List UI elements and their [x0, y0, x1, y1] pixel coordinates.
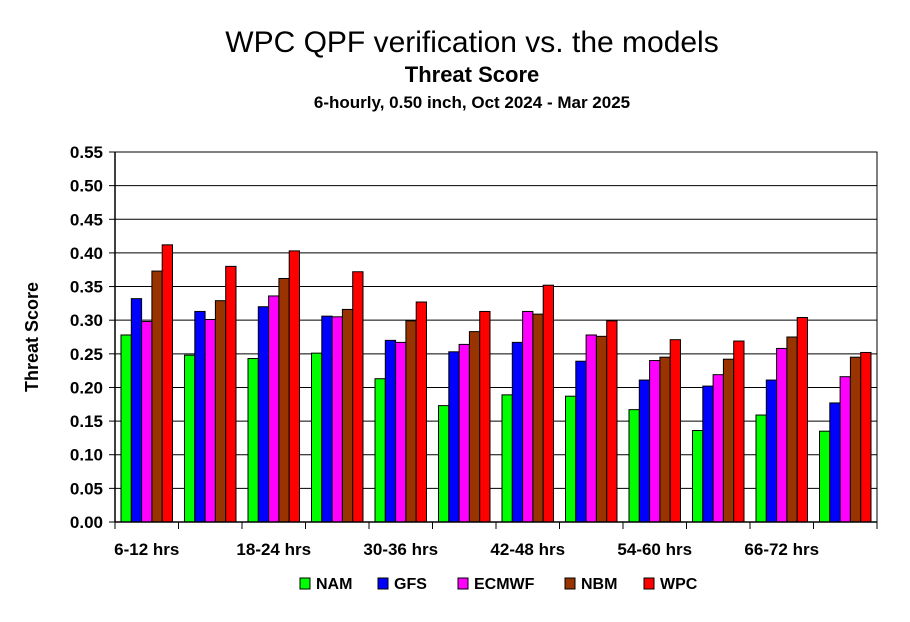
- bar-wpc: [415, 301, 428, 523]
- y-tick-label: 0.15: [70, 412, 103, 431]
- bar-gfs: [511, 341, 524, 523]
- bar-gfs: [638, 379, 651, 523]
- legend-swatch-gfs: [377, 577, 389, 590]
- bar-ecmwf: [585, 334, 597, 523]
- legend-swatch-ecmwf: [457, 577, 469, 590]
- y-tick-label: 0.35: [70, 278, 103, 297]
- x-tick-label: 54-60 hrs: [617, 540, 692, 559]
- bar-nbm: [468, 331, 481, 523]
- bar-nbm: [595, 335, 608, 523]
- bar-nam: [628, 409, 640, 523]
- bar-nbm: [151, 270, 163, 523]
- bar-wpc: [606, 320, 618, 523]
- bar-gfs: [765, 379, 778, 523]
- y-tick-label: 0.10: [70, 446, 103, 465]
- bar-wpc: [225, 265, 237, 523]
- x-tick-label: 42-48 hrs: [490, 540, 565, 559]
- bar-nbm: [278, 277, 290, 523]
- bar-wpc: [161, 244, 173, 523]
- y-tick-label: 0.00: [70, 513, 103, 532]
- legend-label-ecmwf: ECMWF: [474, 576, 535, 593]
- y-tick-label: 0.20: [70, 378, 103, 397]
- bar-nam: [120, 334, 132, 523]
- bar-gfs: [130, 298, 143, 523]
- bar-wpc: [796, 316, 809, 523]
- bar-nbm: [532, 313, 544, 523]
- bar-ecmwf: [522, 310, 534, 523]
- bar-nam: [501, 394, 513, 523]
- legend-swatch-nbm: [564, 577, 576, 590]
- x-tick-label: 66-72 hrs: [744, 540, 819, 559]
- bar-gfs: [702, 385, 714, 523]
- plot-area: 0.00 0.05 0.10 0.15 0.20 0.25 0.30 0.35 0.40 0.45…: [70, 143, 878, 559]
- bar-nbm: [405, 320, 417, 523]
- y-tick-label: 0.25: [70, 345, 103, 364]
- bar-nbm: [786, 336, 798, 523]
- x-tick-label: 30-36 hrs: [363, 540, 438, 559]
- bar-ecmwf: [712, 374, 724, 523]
- legend: NAM GFS ECMWF NBM WPC: [299, 576, 698, 593]
- bar-wpc: [733, 340, 745, 523]
- bar-nam: [374, 378, 386, 523]
- bar-wpc: [860, 351, 872, 523]
- chart-subtitle: Threat Score: [405, 62, 540, 87]
- bar-gfs: [384, 339, 397, 523]
- chart-title: WPC QPF verification vs. the models: [225, 26, 718, 59]
- y-tick-label: 0.50: [70, 177, 103, 196]
- legend-label-nbm: NBM: [581, 576, 617, 593]
- bar-gfs: [321, 315, 333, 523]
- bar-nam: [247, 358, 259, 523]
- bar-ecmwf: [458, 343, 470, 523]
- bar-nam: [438, 405, 450, 523]
- y-tick-label: 0.55: [70, 143, 103, 162]
- bar-wpc: [669, 339, 682, 523]
- bar-nam: [819, 430, 831, 523]
- y-tick-label: 0.40: [70, 244, 103, 263]
- bar-gfs: [194, 310, 206, 523]
- y-axis-label: Threat Score: [22, 282, 42, 392]
- bar-ecmwf: [839, 376, 851, 523]
- bar-wpc: [352, 271, 364, 523]
- bar-ecmwf: [649, 360, 661, 523]
- chart-subtitle-detail: 6-hourly, 0.50 inch, Oct 2024 - Mar 2025: [314, 93, 630, 112]
- legend-label-gfs: GFS: [394, 576, 427, 593]
- bar-ecmwf: [141, 321, 153, 523]
- bar-ecmwf: [204, 319, 216, 523]
- bar-ecmwf: [331, 316, 343, 523]
- bar-gfs: [448, 351, 460, 523]
- bar-nam: [311, 352, 323, 523]
- legend-swatch-nam: [299, 577, 311, 590]
- bar-gfs: [829, 402, 841, 523]
- bar-gfs: [257, 306, 270, 523]
- x-tick-label: 6-12 hrs: [114, 540, 179, 559]
- bar-nbm: [659, 356, 671, 523]
- bar-nbm: [341, 308, 354, 523]
- bar-ecmwf: [776, 347, 788, 523]
- y-tick-label: 0.05: [70, 479, 103, 498]
- bar-ecmwf: [395, 341, 407, 523]
- x-tick-label: 18-24 hrs: [236, 540, 311, 559]
- legend-label-wpc: WPC: [660, 576, 698, 593]
- y-tick-label: 0.30: [70, 311, 103, 330]
- bar-nbm: [849, 356, 862, 523]
- legend-swatch-wpc: [643, 577, 655, 590]
- bar-wpc: [542, 284, 555, 523]
- legend-label-nam: NAM: [316, 576, 352, 593]
- bar-ecmwf: [268, 295, 280, 523]
- bar-nam: [565, 395, 577, 523]
- bar-gfs: [575, 360, 587, 523]
- bar-nbm: [214, 300, 227, 523]
- bar-wpc: [479, 310, 491, 523]
- bar-nam: [184, 354, 196, 523]
- bar-nam: [755, 414, 767, 523]
- bar-nbm: [722, 358, 735, 523]
- bar-nam: [692, 430, 704, 523]
- plot-frame: [114, 151, 878, 523]
- y-tick-label: 0.45: [70, 210, 103, 229]
- bar-wpc: [288, 250, 301, 523]
